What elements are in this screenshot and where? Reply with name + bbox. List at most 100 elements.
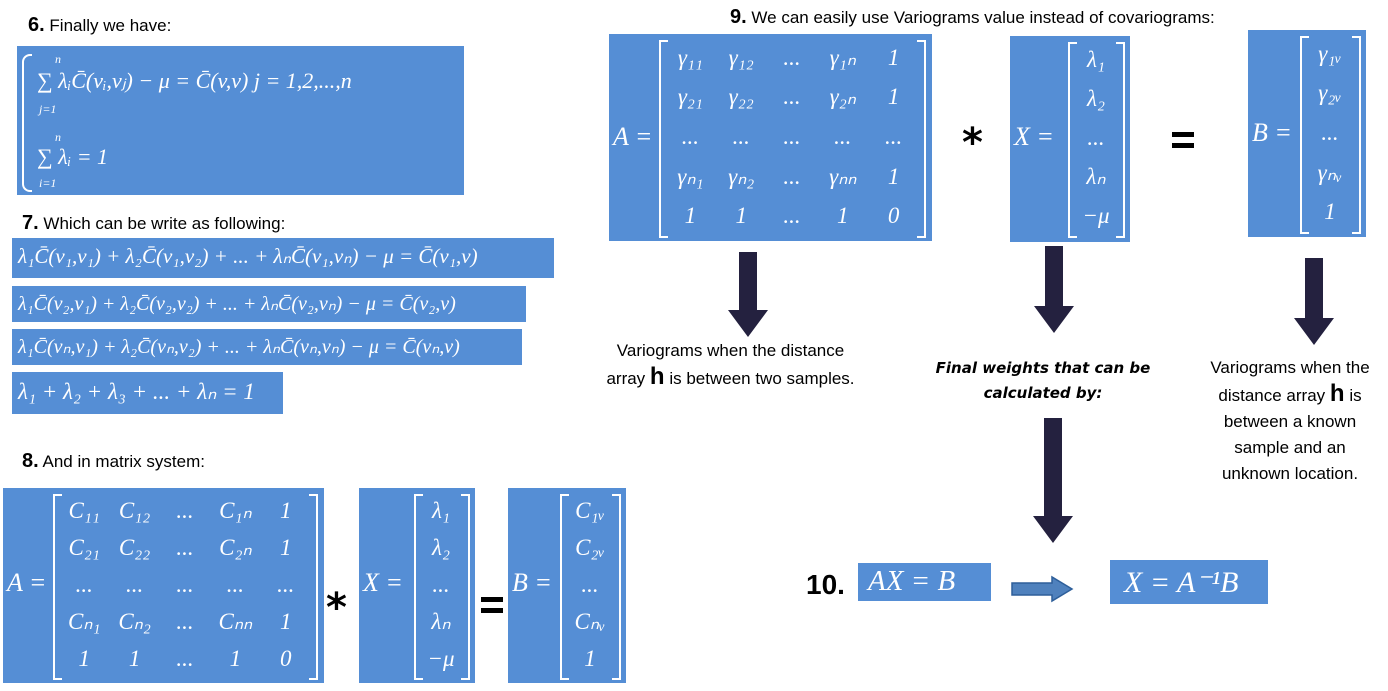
matrix9-x-cell-2-1: λ₂ xyxy=(1087,85,1105,111)
matrix8-a-cell-2-5: 1 xyxy=(280,534,292,560)
eq7-line-2: λ₁C̄(v₂,v₁) + λ₂C̄(v₂,v₂) + ... + λₙC̄(v… xyxy=(18,293,456,315)
arrow-down-middle xyxy=(1034,246,1074,333)
matrix8-a-cell-3-2: ... xyxy=(125,572,144,597)
matrix9-b-cell-2-1: γ₂ᵥ xyxy=(1318,80,1342,106)
matrix8-b: C₁ᵥ C₂ᵥ... Cₙᵥ 1 xyxy=(566,492,614,678)
matrix9-a-cell-4-3: ... xyxy=(783,163,801,189)
matrix9-a-cell-3-2: ... xyxy=(732,124,750,149)
note-right-is: is xyxy=(1349,386,1362,405)
note-left-array: array xyxy=(606,369,646,388)
matrix9-x-cell-3-1: ... xyxy=(1087,125,1105,150)
note-right-line-1: Variograms when the xyxy=(1210,358,1370,377)
matrix9-a-cell-3-3: ... xyxy=(783,124,801,149)
step-6-text: Finally we have: xyxy=(49,16,172,35)
step-9-number: 9. xyxy=(730,6,747,28)
matrix9-a-cell-5-3: ... xyxy=(783,203,801,229)
matrix9-a-cell-2-5: 1 xyxy=(887,84,900,110)
matrix8-a-cell-1-4: C₁ₙ xyxy=(219,497,252,523)
matrix9-a-cell-1-1: γ₁₁ xyxy=(677,44,703,70)
eq6-sum2-top: n xyxy=(55,130,61,144)
matrix8-b-bracket-left xyxy=(560,494,569,680)
eq7-line-4: λ₁ + λ₂ + λ₃ + ... + λₙ = 1 xyxy=(18,379,255,404)
eq10-left: AX = B xyxy=(868,565,956,597)
arrow-down-to-solution xyxy=(1033,418,1073,543)
matrix9-b: γ₁ᵥ γ₂ᵥ... γₙᵥ 1 xyxy=(1306,34,1354,232)
matrix9-equals-operator xyxy=(1172,132,1194,148)
matrix8-a-cell-1-3: ... xyxy=(176,497,194,523)
note-right-line-5: unknown location. xyxy=(1221,464,1359,483)
arrow-down-left xyxy=(728,252,768,337)
matrix9-a-cell-3-5: ... xyxy=(884,124,903,149)
matrix9-a-cell-4-4: γₙₙ xyxy=(829,163,857,189)
matrix9-x-label: X = xyxy=(1014,122,1054,151)
matrix8-a-label: A = xyxy=(7,568,47,597)
eq10-left-box: AX = B xyxy=(858,563,991,601)
matrix9-b-label: B = xyxy=(1252,118,1292,147)
eq7-row-2: λ₁C̄(v₂,v₁) + λ₂C̄(v₂,v₂) + ... + λₙC̄(v… xyxy=(12,286,526,322)
matrix9-a-cell-1-4: γ₁ₙ xyxy=(829,44,856,70)
matrix9-b-cell-4-1: γₙᵥ xyxy=(1317,159,1343,185)
note-middle-line-2: calculated by: xyxy=(983,384,1103,402)
matrix8-a-cell-4-4: Cₙₙ xyxy=(218,609,253,635)
step-9-text: We can easily use Variograms value inste… xyxy=(751,8,1215,27)
note-right-distance: distance array xyxy=(1218,386,1326,405)
matrix8-x-bracket-right xyxy=(461,494,470,680)
eq7-row-3: λ₁C̄(vₙ,v₁) + λ₂C̄(vₙ,v₂) + ... + λₙC̄(v… xyxy=(12,329,522,365)
matrix8-x-box: X = λ₁ λ₂... λₙ −μ xyxy=(359,488,475,683)
matrix9-b-cell-3-1: ... xyxy=(1321,120,1339,145)
matrix8-b-cell-1-1: C₁ᵥ xyxy=(575,497,605,523)
note-right: Variograms when the distance array h is … xyxy=(1188,355,1388,487)
matrix9-a-cell-3-4: ... xyxy=(834,124,852,149)
matrix8-b-cell-4-1: Cₙᵥ xyxy=(574,609,606,635)
matrix8-a-cell-4-5: 1 xyxy=(280,609,292,635)
note-left: Variograms when the distance array h is … xyxy=(588,338,873,392)
step-7-text: Which can be write as following: xyxy=(43,214,286,233)
matrix8-b-cell-5-1: 1 xyxy=(584,646,596,672)
matrix9-a-cell-2-3: ... xyxy=(783,84,801,110)
matrix8-a-box: A = C₁₁ C₁₂... C₁ₙ 1 C₂₁ C₂₂... C₂ₙ 1..........… xyxy=(3,488,324,683)
matrix8-a-cell-5-5: 0 xyxy=(280,646,292,672)
matrix9-a-cell-1-5: 1 xyxy=(887,44,900,70)
matrix8-b-cell-3-1: ... xyxy=(581,572,599,597)
matrix9-x: λ₁ λ₂... λₙ −μ xyxy=(1073,40,1119,236)
matrix9-a-cell-5-2: 1 xyxy=(735,203,747,229)
matrix8-a-cell-2-2: C₂₂ xyxy=(118,534,151,560)
matrix8-a-cell-4-3: ... xyxy=(176,609,194,635)
eq7-row-4: λ₁ + λ₂ + λ₃ + ... + λₙ = 1 xyxy=(12,372,283,414)
eq7-line-1: λ₁C̄(v₁,v₁) + λ₂C̄(v₁,v₂) + ... + λₙC̄(v… xyxy=(18,244,478,268)
matrix9-b-cell-5-1: 1 xyxy=(1324,199,1336,225)
matrix8-a-cell-5-3: ... xyxy=(176,646,194,672)
matrix8-a-cell-2-3: ... xyxy=(176,534,194,560)
matrix9-x-cell-1-1: λ₁ xyxy=(1087,46,1105,72)
matrix8-x-cell-4-1: λₙ xyxy=(431,609,451,635)
matrix9-a-cell-2-2: γ₂₂ xyxy=(728,84,754,110)
matrix9-x-bracket-left xyxy=(1068,42,1077,238)
arrow-right-implies xyxy=(1011,575,1074,603)
matrix9-x-cell-4-1: λₙ xyxy=(1086,164,1106,190)
matrix8-a-cell-5-4: 1 xyxy=(229,646,242,672)
matrix8-b-label: B = xyxy=(512,568,552,597)
step-10-number: 10. xyxy=(806,569,845,600)
matrix8-a-cell-4-1: Cₙ₁ xyxy=(67,609,101,635)
matrix9-b-bracket-right xyxy=(1352,36,1361,234)
matrix9-a-box: A = γ₁₁ γ₁₂... γ₁ₙ 1 γ₂₁ γ₂₂... γ₂ₙ 1..........… xyxy=(609,34,932,241)
matrix9-a-cell-4-2: γₙ₂ xyxy=(728,163,755,189)
matrix8-equals-operator xyxy=(481,597,503,613)
matrix9-a-bracket-right xyxy=(917,40,926,238)
step-7-number: 7. xyxy=(22,212,39,234)
step-7-heading: 7. Which can be write as following: xyxy=(22,212,285,235)
step-6-heading: 6. Finally we have: xyxy=(28,14,171,37)
note-left-line-2: array h is between two samples. xyxy=(588,364,873,392)
matrix8-x-cell-5-1: −μ xyxy=(427,646,455,672)
matrix9-a-cell-2-4: γ₂ₙ xyxy=(829,84,856,110)
matrix8-a-cell-5-2: 1 xyxy=(128,646,141,672)
note-right-line-2: distance array h is xyxy=(1188,381,1388,409)
matrix9-a-cell-4-1: γₙ₁ xyxy=(677,163,704,189)
matrix8-x-cell-1-1: λ₁ xyxy=(432,497,450,523)
matrix9-a: γ₁₁ γ₁₂... γ₁ₙ 1 γ₂₁ γ₂₂... γ₂ₙ 1..............… xyxy=(665,38,919,236)
matrix9-a-cell-4-5: 1 xyxy=(887,163,900,189)
matrix8-a-cell-3-4: ... xyxy=(226,572,244,597)
matrix9-a-cell-2-1: γ₂₁ xyxy=(677,84,703,110)
matrix8-b-box: B = C₁ᵥ C₂ᵥ... Cₙᵥ 1 xyxy=(508,488,626,683)
matrix8-a-bracket-right xyxy=(309,494,318,680)
